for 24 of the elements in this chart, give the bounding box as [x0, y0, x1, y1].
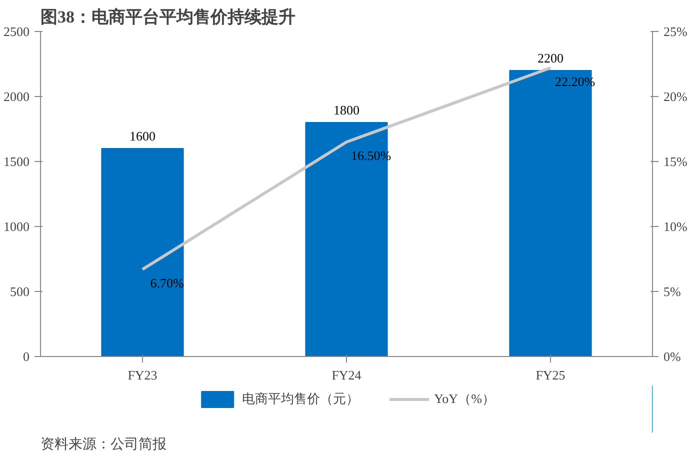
- y2-tick-label: 20%: [664, 89, 688, 104]
- y2-tick-label: 0%: [664, 349, 681, 364]
- x-tick-label: FY23: [128, 368, 158, 382]
- bar: [101, 148, 184, 356]
- y2-tick-label: 5%: [664, 284, 681, 299]
- y-tick-label: 2000: [4, 89, 30, 104]
- data-label: 2200: [538, 50, 564, 66]
- y-tick-label: 0: [23, 349, 30, 364]
- x-tick-label: FY25: [536, 368, 566, 382]
- y-tick-label: 1000: [4, 219, 30, 234]
- y-tick-label: 2500: [4, 24, 30, 39]
- data-label: 1800: [334, 102, 360, 118]
- legend-label: 电商平均售价（元）: [242, 390, 360, 408]
- y2-tick-label: 15%: [664, 154, 688, 169]
- data-label: 1600: [130, 128, 156, 144]
- legend-label: YoY（%）: [434, 390, 495, 408]
- x-tick-label: FY24: [332, 368, 362, 382]
- text: 资料来源：公司简报: [40, 436, 166, 452]
- y2-tick-label: 25%: [664, 24, 688, 39]
- y2-tick-label: 10%: [664, 219, 688, 234]
- y-tick-label: 500: [10, 284, 30, 299]
- chart-title: 图38：电商平台平均售价持续提升: [40, 8, 296, 26]
- y-tick-label: 1500: [4, 154, 30, 169]
- data-label: 6.70%: [150, 275, 184, 290]
